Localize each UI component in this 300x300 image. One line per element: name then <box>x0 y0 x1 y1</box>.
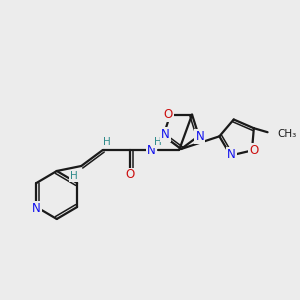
Text: H: H <box>154 137 161 147</box>
Text: N: N <box>195 130 204 143</box>
Text: O: O <box>164 108 173 121</box>
Text: CH₃: CH₃ <box>277 129 297 139</box>
Text: N: N <box>147 143 156 157</box>
Text: H: H <box>103 137 111 147</box>
Text: N: N <box>32 202 41 214</box>
Text: N: N <box>161 128 170 141</box>
Text: N: N <box>227 148 236 161</box>
Text: O: O <box>249 144 259 157</box>
Text: H: H <box>70 171 77 181</box>
Text: O: O <box>126 169 135 182</box>
